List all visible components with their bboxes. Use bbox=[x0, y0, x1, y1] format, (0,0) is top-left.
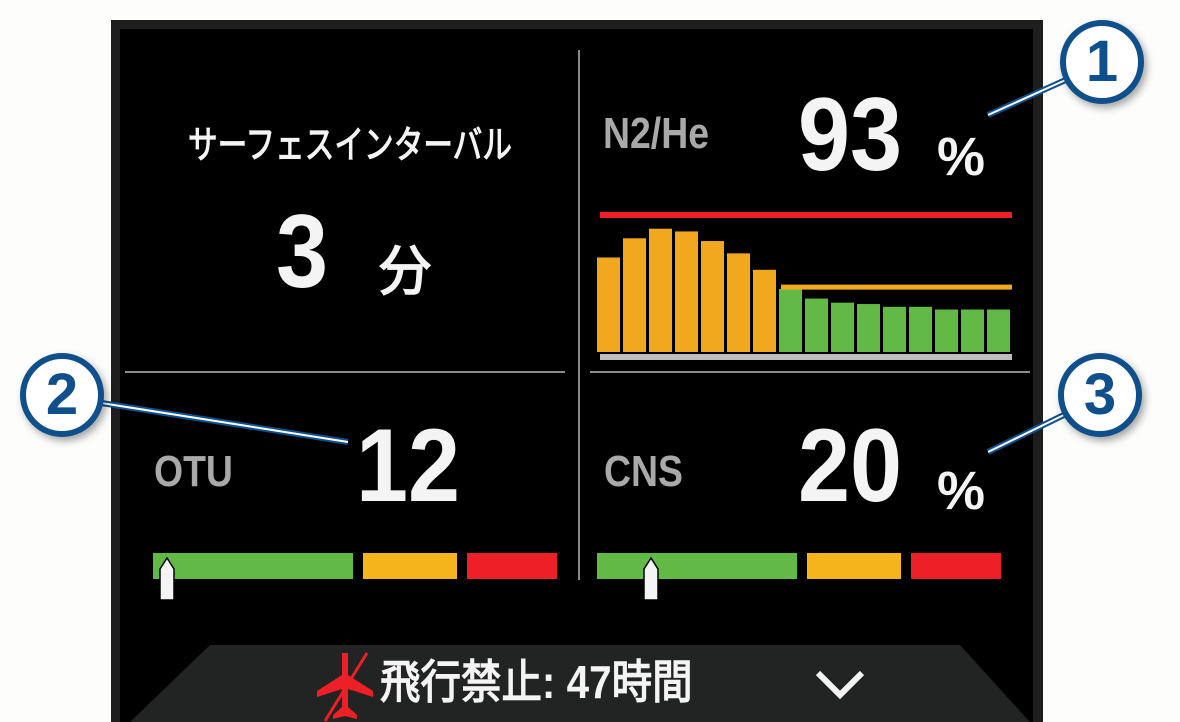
gauge-yellow bbox=[807, 553, 901, 579]
no-fly-banner[interactable] bbox=[130, 645, 1030, 722]
gauge-red bbox=[467, 553, 557, 579]
gauge-yellow bbox=[363, 553, 457, 579]
surface-interval-value: 3 bbox=[276, 194, 329, 310]
no-fly-text: 飛行禁止: 47時間 bbox=[380, 656, 693, 708]
cns-unit: % bbox=[937, 461, 986, 521]
tissue-bar bbox=[831, 302, 854, 352]
tissue-bar bbox=[597, 257, 620, 352]
device-screen bbox=[120, 29, 1033, 722]
divider-right bbox=[590, 371, 1030, 373]
otu-value: 12 bbox=[356, 408, 461, 524]
tissue-bar bbox=[935, 309, 958, 352]
otu-gauge bbox=[153, 553, 557, 603]
cns-value: 20 bbox=[798, 408, 903, 524]
tissue-bar bbox=[701, 241, 724, 352]
surface-interval-unit: 分 bbox=[378, 242, 432, 302]
divider-left bbox=[125, 371, 565, 373]
chevron-down-icon[interactable] bbox=[815, 670, 865, 700]
baseline bbox=[600, 354, 1012, 360]
tissue-bar bbox=[727, 253, 750, 352]
tissue-bar bbox=[909, 306, 932, 352]
cns-label: CNS bbox=[604, 447, 683, 496]
tissue-bar bbox=[779, 288, 802, 352]
tissue-bar bbox=[623, 238, 646, 352]
callout-2: 2 bbox=[20, 353, 104, 437]
surface-interval-label: サーフェスインターバル bbox=[188, 125, 512, 167]
tissue-loading-chart bbox=[597, 212, 1012, 360]
gauge-marker-icon bbox=[643, 557, 660, 601]
no-fly-airplane-icon bbox=[317, 652, 373, 722]
tissue-bar bbox=[857, 304, 880, 352]
tissue-bar bbox=[675, 231, 698, 352]
otu-label: OTU bbox=[154, 447, 233, 496]
tissue-bar bbox=[961, 309, 984, 352]
gauge-marker-icon bbox=[159, 557, 175, 601]
gauge-green bbox=[153, 553, 353, 579]
tissue-bar bbox=[883, 306, 906, 352]
tissue-unit: % bbox=[937, 127, 986, 187]
tissue-bar bbox=[649, 228, 672, 352]
tissue-bar bbox=[987, 309, 1010, 352]
tissue-bar bbox=[805, 298, 828, 352]
cns-gauge bbox=[597, 553, 1001, 603]
threshold-line bbox=[781, 284, 1012, 290]
callout-1: 1 bbox=[1060, 20, 1144, 104]
tissue-label: N2/He bbox=[603, 109, 710, 158]
gauge-red bbox=[911, 553, 1001, 579]
tissue-bar bbox=[753, 269, 776, 352]
gauge-green bbox=[597, 553, 797, 579]
limit-line bbox=[600, 212, 1012, 218]
divider-vertical bbox=[578, 50, 580, 580]
callout-3: 3 bbox=[1058, 353, 1142, 437]
tissue-value: 93 bbox=[798, 77, 903, 193]
